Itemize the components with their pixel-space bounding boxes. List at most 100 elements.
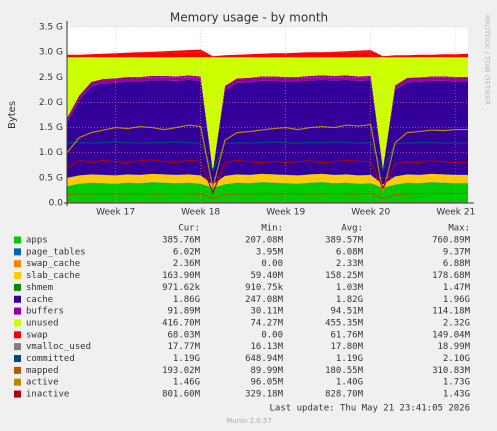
legend-value: 178.68M bbox=[432, 271, 471, 281]
legend-value: 30.11M bbox=[250, 307, 283, 317]
version: Munin 2.0.57 bbox=[226, 417, 272, 425]
legend-value: 158.25M bbox=[325, 271, 364, 281]
legend-value: 828.70M bbox=[325, 390, 364, 400]
legend-value: 389.57M bbox=[325, 236, 364, 246]
legend-value: 193.02M bbox=[162, 366, 201, 376]
x-tick-label: Week 20 bbox=[351, 208, 390, 218]
legend-value: 89.99M bbox=[250, 366, 283, 376]
line bbox=[66, 192, 468, 200]
legend-value: 385.76M bbox=[162, 236, 201, 246]
legend-value: 6.08M bbox=[336, 247, 364, 257]
area bbox=[67, 79, 468, 185]
legend-label: unused bbox=[26, 318, 59, 328]
area bbox=[67, 49, 468, 58]
legend-value: 1.03M bbox=[336, 283, 364, 293]
legend-header: Min: bbox=[261, 224, 283, 234]
legend-label: inactive bbox=[26, 390, 69, 400]
legend-value: 1.82G bbox=[336, 295, 363, 305]
legend-value: 1.73G bbox=[443, 378, 470, 388]
legend-swatch bbox=[14, 283, 21, 291]
legend-label: swap bbox=[26, 330, 48, 340]
legend-label: shmem bbox=[26, 283, 53, 293]
legend-value: 9.37M bbox=[443, 247, 471, 257]
legend-swatch bbox=[14, 295, 21, 303]
x-tick-label: Week 17 bbox=[96, 208, 135, 218]
legend-label: slab_cache bbox=[26, 271, 80, 281]
legend-header: Cur: bbox=[178, 224, 200, 234]
legend-value: 2.32G bbox=[443, 318, 470, 328]
legend-swatch bbox=[14, 343, 21, 351]
legend-value: 247.08M bbox=[245, 295, 284, 305]
legend-swatch bbox=[14, 272, 21, 280]
y-tick-label: 3.5 G bbox=[39, 23, 63, 33]
legend-value: 1.19G bbox=[336, 354, 363, 364]
y-tick-label: 0.0 bbox=[49, 199, 64, 209]
legend-value: 801.60M bbox=[162, 390, 201, 400]
legend-swatch bbox=[14, 366, 21, 374]
legend-value: 1.46G bbox=[173, 378, 200, 388]
legend-value: 96.05M bbox=[250, 378, 283, 388]
legend-swatch bbox=[14, 307, 21, 315]
legend-value: 416.70M bbox=[162, 318, 201, 328]
legend-label: mapped bbox=[26, 366, 59, 376]
x-tick-label: Week 18 bbox=[181, 208, 220, 218]
y-axis-label: Bytes bbox=[7, 101, 18, 129]
legend-value: 1.96G bbox=[443, 295, 470, 305]
legend-value: 1.43G bbox=[443, 390, 470, 400]
legend-value: 2.36M bbox=[173, 259, 201, 269]
legend-value: 760.89M bbox=[432, 236, 471, 246]
y-tick-label: 1.5 G bbox=[39, 123, 63, 133]
area bbox=[67, 182, 468, 188]
legend-value: 61.76M bbox=[330, 330, 363, 340]
area bbox=[67, 182, 468, 203]
last-update: Last update: Thu May 21 23:41:05 2026 bbox=[270, 404, 470, 414]
legend-value: 3.95M bbox=[256, 247, 284, 257]
legend-value: 17.80M bbox=[330, 342, 363, 352]
legend-value: 2.33M bbox=[336, 259, 364, 269]
legend-value: 17.77M bbox=[167, 342, 200, 352]
legend-header: Avg: bbox=[341, 224, 363, 234]
legend-value: 94.51M bbox=[330, 307, 363, 317]
legend-label: apps bbox=[26, 236, 48, 246]
legend-label: vmalloc_used bbox=[26, 342, 91, 352]
chart-title: Memory usage - by month bbox=[170, 11, 328, 25]
legend-header: Max: bbox=[448, 224, 470, 234]
legend-value: 648.94M bbox=[245, 354, 284, 364]
watermark: RRDTOOL / TOBI OETIKER bbox=[483, 15, 491, 105]
legend-value: 0.00 bbox=[261, 330, 283, 340]
legend-swatch bbox=[14, 260, 21, 268]
legend-value: 0.00 bbox=[261, 259, 283, 269]
area bbox=[67, 173, 468, 188]
legend-value: 207.08M bbox=[245, 236, 284, 246]
legend-swatch bbox=[14, 378, 21, 386]
legend-value: 16.13M bbox=[250, 342, 283, 352]
line bbox=[66, 159, 468, 195]
legend-swatch bbox=[14, 319, 21, 327]
legend-value: 91.89M bbox=[167, 307, 200, 317]
legend-swatch bbox=[14, 331, 21, 339]
legend-value: 2.10G bbox=[443, 354, 470, 364]
legend-swatch bbox=[14, 248, 21, 256]
area bbox=[67, 57, 468, 171]
legend-value: 59.40M bbox=[250, 271, 283, 281]
y-tick-label: 3.0 G bbox=[39, 48, 63, 58]
legend-value: 329.18M bbox=[245, 390, 284, 400]
legend-value: 6.02M bbox=[173, 247, 201, 257]
legend-label: buffers bbox=[26, 307, 64, 317]
legend-value: 971.62k bbox=[162, 283, 201, 293]
y-tick-label: 0.5 G bbox=[39, 173, 63, 183]
legend-value: 1.47M bbox=[443, 283, 471, 293]
y-tick-label: 2.5 G bbox=[39, 73, 63, 83]
legend-value: 1.19G bbox=[173, 354, 200, 364]
legend-value: 1.86G bbox=[173, 295, 200, 305]
legend-value: 455.35M bbox=[325, 318, 364, 328]
legend-swatch bbox=[14, 355, 21, 362]
legend-value: 163.90M bbox=[162, 271, 201, 281]
legend-value: 910.75k bbox=[245, 283, 284, 293]
legend-swatch bbox=[14, 236, 21, 244]
legend-label: page_tables bbox=[26, 247, 86, 257]
legend-label: active bbox=[26, 378, 59, 388]
legend-value: 149.04M bbox=[432, 330, 471, 340]
legend-value: 6.88M bbox=[443, 259, 471, 269]
legend-value: 68.03M bbox=[167, 330, 200, 340]
